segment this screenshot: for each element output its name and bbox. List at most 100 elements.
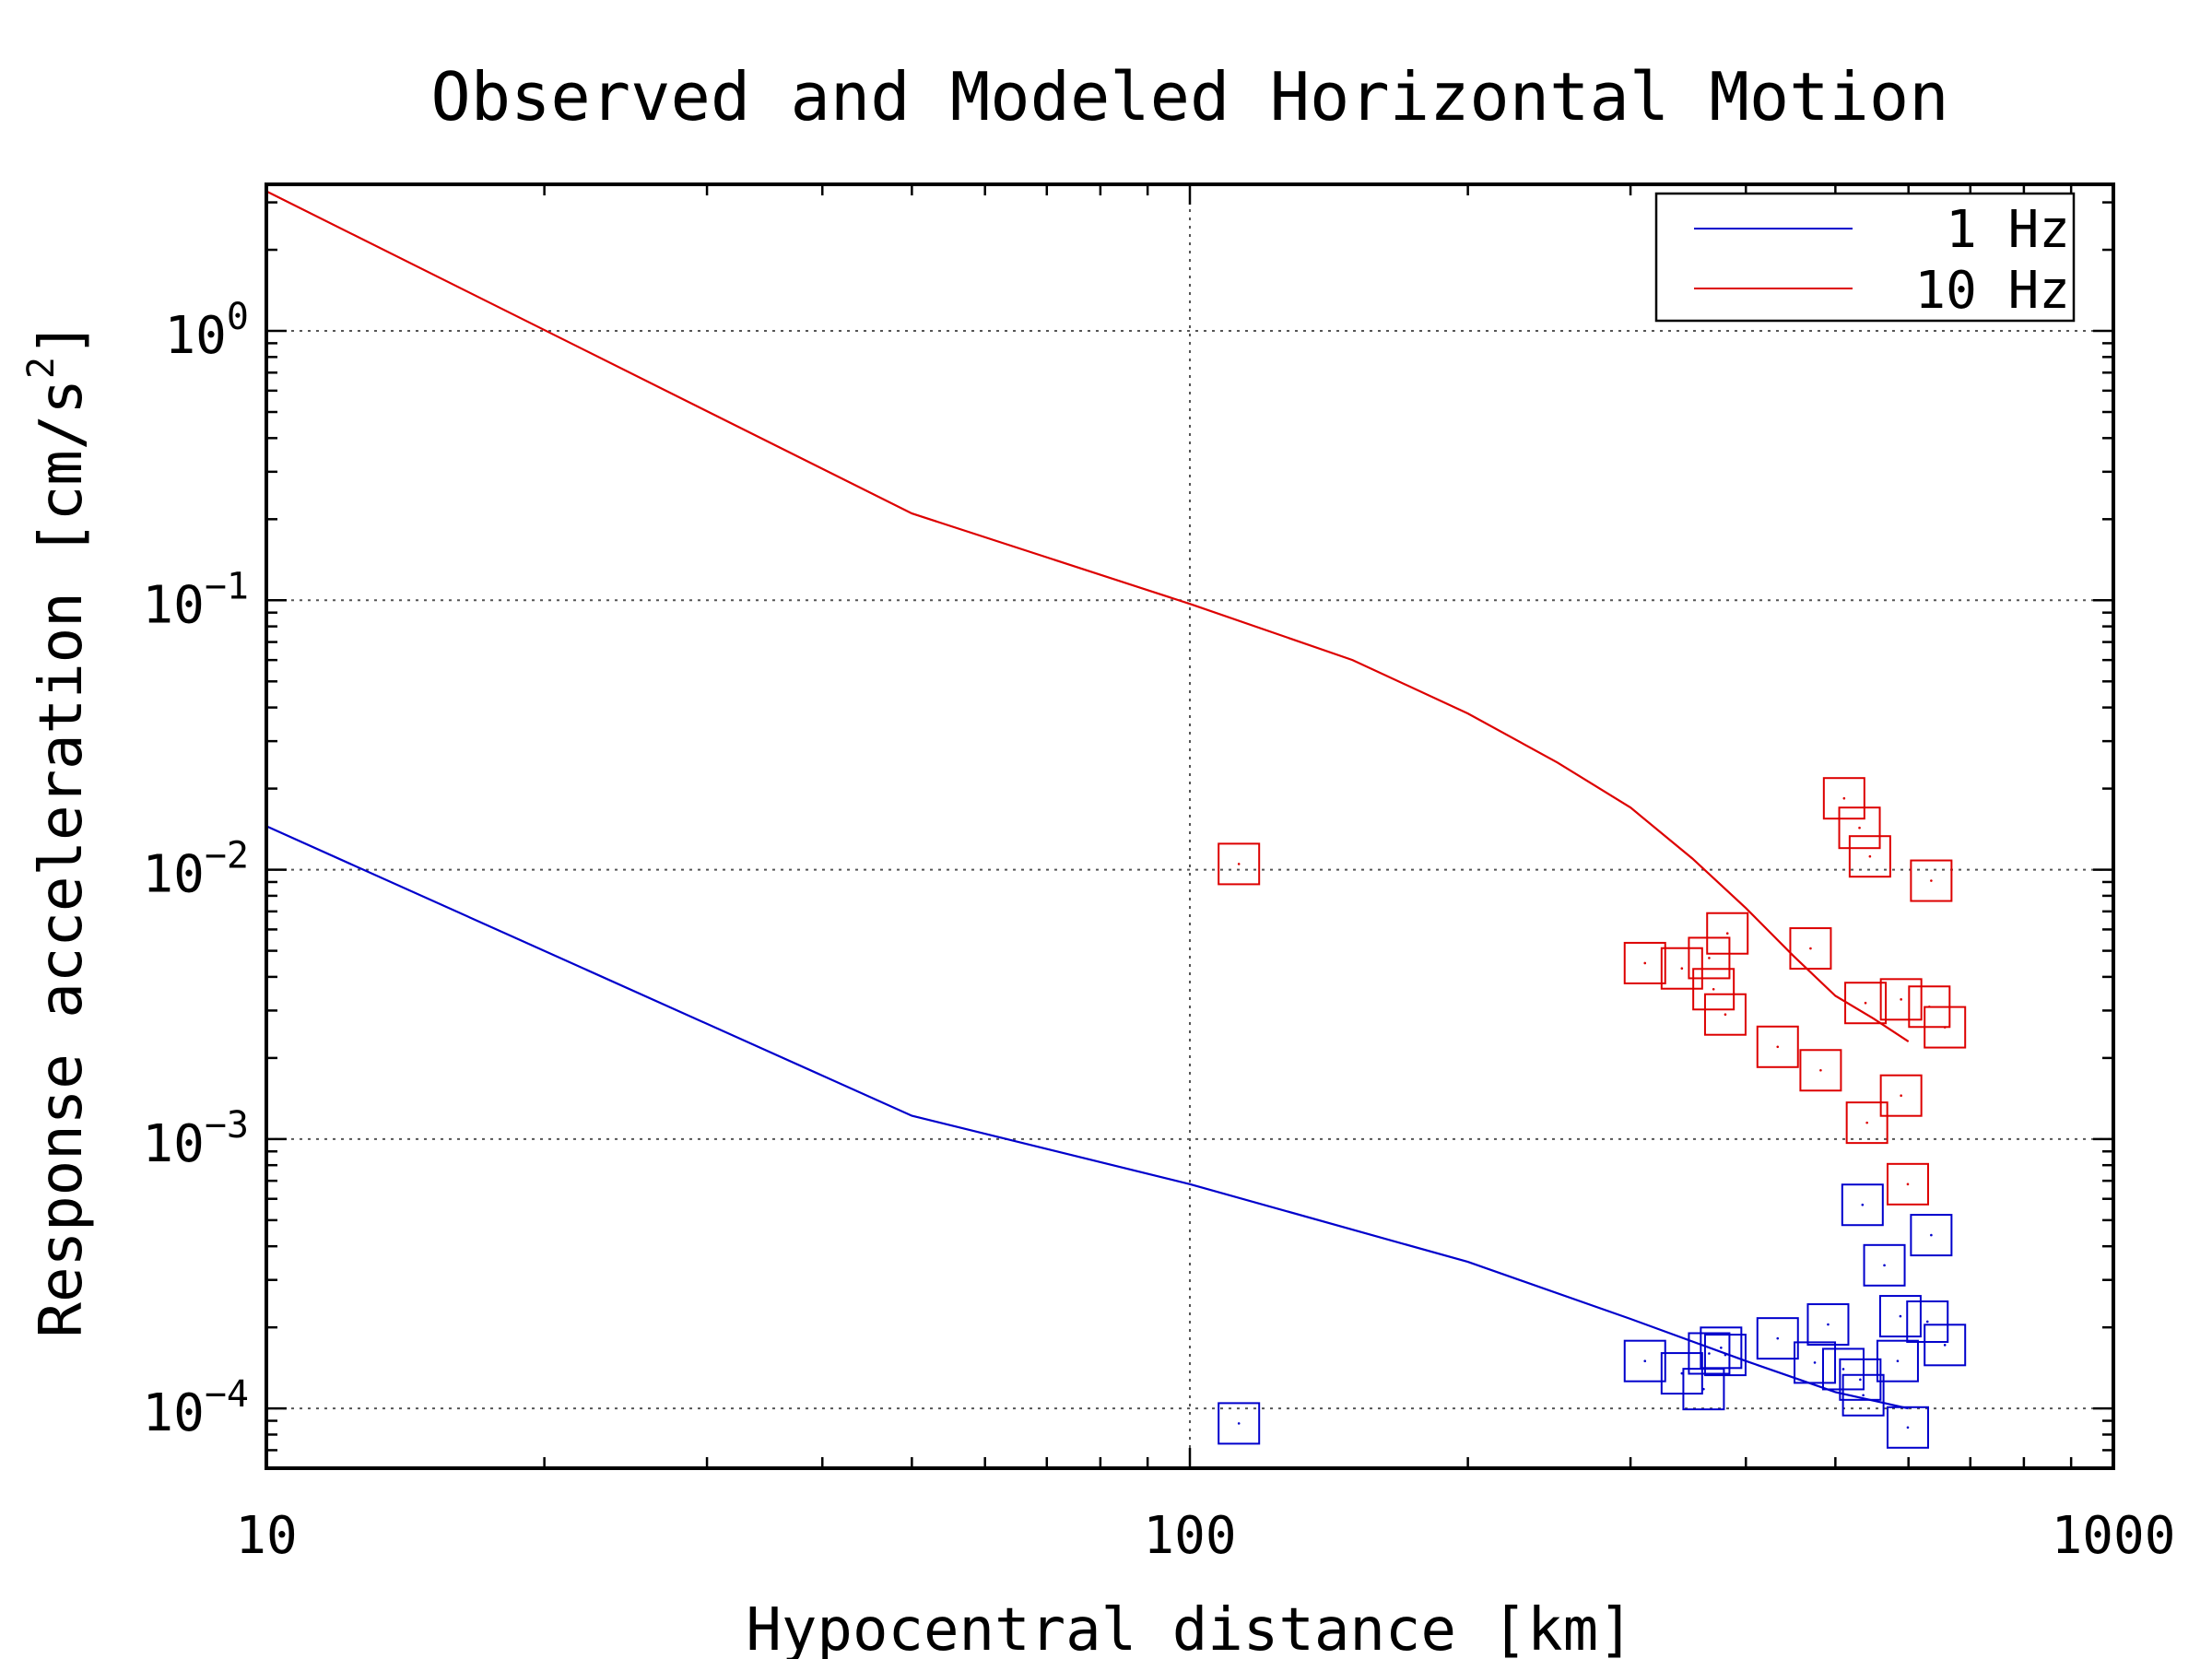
observed-point-center-1hz — [1724, 1353, 1727, 1357]
observed-point-center-1hz — [1943, 1344, 1947, 1347]
y-tick-base: 10 — [164, 306, 226, 366]
grid — [266, 184, 2113, 1468]
observed-point-center-1hz — [1827, 1323, 1830, 1326]
observed-point-10hz — [1845, 1101, 1888, 1145]
observed-point-center-10hz — [1906, 1182, 1910, 1186]
observed-point-center-1hz — [1841, 1368, 1845, 1371]
observed-point-center-10hz — [1858, 826, 1861, 830]
observed-point-center-10hz — [1776, 1045, 1780, 1049]
axis-ticks — [265, 184, 2113, 1470]
observed-point-10hz — [1218, 842, 1261, 886]
observed-point-center-10hz — [1900, 1094, 1902, 1098]
observed-point-1hz — [1906, 1300, 1949, 1343]
observed-point-1hz — [1886, 1406, 1929, 1449]
observed-point-1hz — [1878, 1295, 1922, 1338]
observed-point-center-10hz — [1864, 1001, 1867, 1005]
observed-point-1hz — [1910, 1214, 1953, 1257]
y-tick-base: 10 — [142, 1383, 204, 1443]
observed-point-center-1hz — [1643, 1359, 1647, 1362]
observed-point-center-1hz — [1776, 1336, 1780, 1340]
y-axis-label: Response acceleration [cm/s2] — [20, 322, 96, 1338]
y-tick-label: 10−2 — [142, 835, 249, 905]
legend-label-1hz: 1 Hz — [1946, 200, 2070, 260]
observed-point-center-1hz — [1859, 1378, 1862, 1382]
observed-point-center-10hz — [1712, 987, 1715, 991]
observed-point-center-10hz — [1680, 967, 1684, 971]
observed-point-center-1hz — [1896, 1359, 1900, 1362]
observed-point-10hz — [1844, 982, 1888, 1025]
observed-point-10hz — [1623, 941, 1666, 984]
observed-point-1hz — [1756, 1317, 1799, 1360]
y-axis-label-exponent: 2 — [20, 357, 63, 379]
observed-point-center-10hz — [1842, 796, 1846, 800]
observed-point-10hz — [1706, 912, 1749, 955]
observed-point-center-1hz — [1813, 1361, 1817, 1364]
y-tick-label: 10−3 — [142, 1104, 249, 1174]
observed-point-center-10hz — [1900, 998, 1902, 1001]
observed-point-10hz — [1756, 1025, 1799, 1068]
observed-point-10hz — [1848, 835, 1891, 878]
observed-point-center-10hz — [1930, 879, 1933, 882]
observed-point-1hz — [1924, 1324, 1967, 1367]
observed-point-10hz — [1789, 927, 1832, 971]
observed-point-center-1hz — [1861, 1203, 1865, 1206]
legend-box — [1654, 192, 2076, 323]
y-tick-base: 10 — [142, 1114, 204, 1174]
observed-point-1hz — [1703, 1334, 1747, 1377]
observed-point-center-1hz — [1237, 1422, 1241, 1425]
observed-point-1hz — [1841, 1373, 1885, 1417]
observed-point-1hz — [1688, 1332, 1731, 1375]
observed-point-10hz — [1799, 1049, 1842, 1092]
observed-point-10hz — [1703, 993, 1747, 1036]
observed-point-1hz — [1218, 1402, 1261, 1445]
y-tick-exponent: −1 — [205, 565, 249, 607]
observed-point-1hz — [1876, 1339, 1919, 1382]
y-tick-base: 10 — [142, 575, 204, 635]
observed-point-center-1hz — [1930, 1233, 1933, 1237]
model-line-10hz — [265, 190, 1910, 1043]
observed-point-1hz — [1700, 1326, 1743, 1370]
observed-point-1hz — [1806, 1303, 1850, 1347]
observed-point-center-10hz — [1725, 932, 1729, 935]
observed-point-center-10hz — [1819, 1068, 1822, 1072]
y-tick-label: 100 — [164, 296, 249, 366]
observed-point-center-10hz — [1809, 947, 1812, 950]
y-tick-label: 10−1 — [142, 565, 249, 635]
x-tick-label: 10 — [235, 1506, 297, 1566]
chart-title: Observed and Modeled Horizontal Motion — [430, 58, 1948, 135]
y-tick-exponent: −2 — [205, 835, 249, 877]
observed-point-10hz — [1910, 859, 1953, 902]
y-axis-label-suffix: ] — [28, 322, 96, 358]
observed-point-10hz — [1879, 1074, 1923, 1117]
observed-point-center-1hz — [1899, 1314, 1902, 1318]
model-line-1hz — [265, 825, 1909, 1410]
legend: 1 Hz 10 Hz — [1654, 192, 2076, 323]
observed-point-center-10hz — [1724, 1013, 1727, 1017]
observed-point-center-1hz — [1883, 1264, 1886, 1267]
legend-label-10hz: 10 Hz — [1914, 261, 2070, 321]
observed-point-10hz — [1688, 936, 1731, 980]
observed-point-center-1hz — [1906, 1426, 1910, 1430]
observed-points — [1218, 777, 1967, 1449]
observed-point-center-10hz — [1708, 957, 1711, 959]
model-lines — [265, 190, 1910, 1410]
observed-point-center-10hz — [1868, 854, 1872, 858]
observed-point-10hz — [1822, 777, 1865, 820]
y-tick-label: 10−4 — [142, 1373, 249, 1443]
observed-point-center-10hz — [1237, 863, 1241, 865]
x-tick-label: 1000 — [2052, 1506, 2176, 1566]
observed-point-10hz — [1838, 806, 1881, 850]
observed-point-center-10hz — [1643, 961, 1647, 965]
y-tick-base: 10 — [142, 845, 204, 905]
observed-point-center-1hz — [1702, 1387, 1705, 1391]
observed-point-10hz — [1924, 1006, 1967, 1049]
y-tick-exponent: 0 — [227, 296, 249, 338]
observed-point-1hz — [1863, 1243, 1906, 1287]
observed-point-1hz — [1839, 1358, 1882, 1401]
observed-point-1hz — [1841, 1183, 1884, 1227]
y-axis-label-main: Response acceleration [cm/s — [28, 379, 96, 1337]
observed-point-center-10hz — [1943, 1026, 1947, 1029]
observed-point-10hz — [1692, 968, 1735, 1011]
